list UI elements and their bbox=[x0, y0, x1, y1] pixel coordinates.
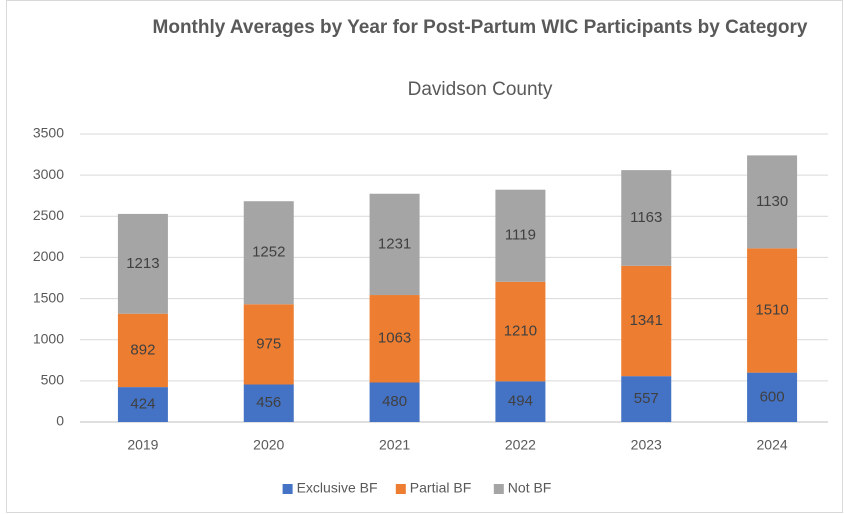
data-label: 557 bbox=[634, 390, 659, 407]
data-label: 1210 bbox=[504, 323, 537, 340]
legend-swatch bbox=[282, 484, 293, 494]
legend-label: Not BF bbox=[508, 480, 552, 496]
data-label: 1231 bbox=[378, 235, 411, 252]
y-tick-label: 0 bbox=[56, 413, 64, 429]
bar-segment bbox=[747, 248, 798, 373]
data-label: 494 bbox=[508, 393, 533, 410]
bar-segment bbox=[243, 304, 294, 385]
bar-segment bbox=[369, 295, 420, 383]
y-tick-label: 1500 bbox=[33, 289, 64, 305]
data-label: 1063 bbox=[378, 330, 411, 347]
data-label: 480 bbox=[382, 393, 407, 410]
bar-segment bbox=[117, 313, 168, 388]
x-tick-label: 2019 bbox=[127, 437, 158, 453]
x-tick-label: 2020 bbox=[253, 437, 284, 453]
data-label: 1213 bbox=[126, 255, 159, 272]
x-tick-label: 2022 bbox=[505, 437, 536, 453]
y-tick-label: 2000 bbox=[33, 248, 64, 264]
bar-segment bbox=[117, 387, 168, 422]
data-label: 1252 bbox=[252, 244, 285, 261]
bar-segment bbox=[621, 170, 672, 266]
data-label: 1510 bbox=[755, 301, 788, 318]
chart-border bbox=[6, 0, 843, 513]
data-label: 975 bbox=[256, 335, 281, 352]
bar-segment bbox=[369, 382, 420, 422]
x-tick-label: 2021 bbox=[379, 437, 410, 453]
bar-segment bbox=[495, 381, 546, 422]
y-tick-label: 3500 bbox=[33, 125, 64, 141]
legend-swatch bbox=[493, 484, 504, 494]
chart-subtitle: Davidson County bbox=[407, 79, 553, 100]
y-tick-label: 3000 bbox=[33, 166, 64, 182]
data-label: 456 bbox=[256, 394, 281, 411]
bar-segment bbox=[747, 155, 798, 249]
bar-segment bbox=[495, 189, 546, 282]
y-tick-label: 500 bbox=[41, 372, 65, 388]
data-label: 424 bbox=[130, 396, 155, 413]
y-tick-label: 1000 bbox=[33, 330, 64, 346]
data-label: 1341 bbox=[630, 312, 663, 329]
legend-swatch bbox=[395, 484, 406, 494]
bar-segment bbox=[495, 281, 546, 382]
data-label: 1163 bbox=[630, 209, 662, 226]
bar-segment bbox=[621, 265, 672, 377]
data-label: 600 bbox=[760, 388, 785, 405]
chart-title: Monthly Averages by Year for Post-Partum… bbox=[152, 17, 808, 38]
bar-segment bbox=[369, 193, 420, 296]
bar-segment bbox=[117, 213, 168, 314]
data-label: 1130 bbox=[756, 193, 788, 210]
data-label: 1119 bbox=[505, 227, 536, 244]
bar-segment bbox=[243, 384, 294, 422]
bar-segment bbox=[621, 376, 672, 422]
legend-label: Partial BF bbox=[410, 480, 471, 496]
x-tick-label: 2024 bbox=[757, 437, 788, 453]
x-tick-label: 2023 bbox=[631, 437, 662, 453]
bar-segment bbox=[747, 372, 798, 422]
y-tick-label: 2500 bbox=[33, 207, 64, 223]
legend-label: Exclusive BF bbox=[297, 480, 378, 496]
data-label: 892 bbox=[130, 341, 155, 358]
bar-segment bbox=[243, 201, 294, 305]
